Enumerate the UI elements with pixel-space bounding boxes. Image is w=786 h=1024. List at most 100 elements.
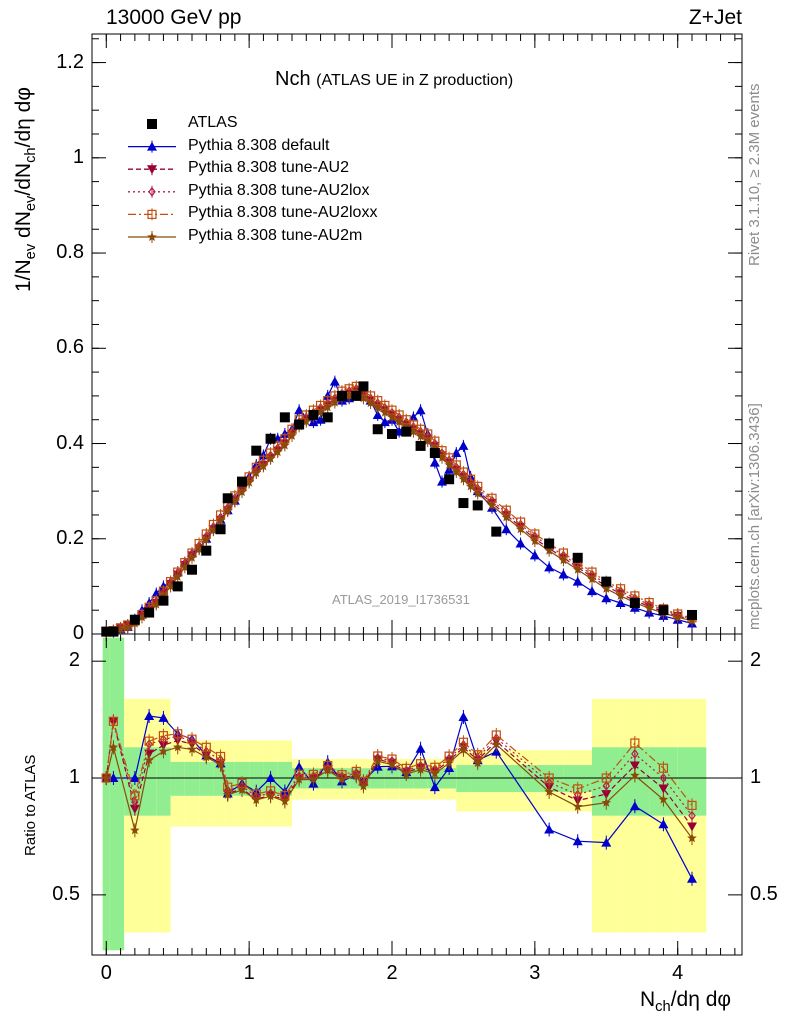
y-tick-label: 0.6 xyxy=(56,336,84,359)
legend-label-atlas: ATLAS xyxy=(188,114,238,131)
series-au2m-ratio-point xyxy=(658,794,669,804)
series-au2m-ratio-point xyxy=(223,789,233,799)
series-default-point xyxy=(544,562,555,572)
series-default-ratio-point xyxy=(544,824,555,834)
series-au2m-ratio-point xyxy=(351,771,361,781)
rivet-text: Rivet 3.1.10, ≥ 2.3M events xyxy=(746,83,763,267)
plot-title: Nch (ATLAS UE in Z production) xyxy=(275,68,513,91)
series-au2m-ratio-point xyxy=(108,742,119,752)
series-au2m-ratio-point xyxy=(308,774,319,784)
ratio-band-green xyxy=(224,761,235,796)
series-au2m-ratio-point xyxy=(687,833,697,843)
series-au2m-point xyxy=(237,487,247,497)
x-axis-label: Nch/dη dφ xyxy=(640,988,732,1016)
series-au2m-point xyxy=(458,474,469,484)
series-default-point xyxy=(615,598,626,608)
series-au2m-ratio-point xyxy=(373,756,383,766)
series-au2m-ratio-point xyxy=(630,770,640,780)
series-au2m-ratio-point xyxy=(444,758,454,768)
series-default-point xyxy=(458,440,469,450)
atlas-data-point xyxy=(387,429,397,439)
series-au2m-point xyxy=(115,624,126,634)
series-au2m-ratio-point xyxy=(601,797,611,807)
ratio-band-green xyxy=(487,765,523,793)
series-au2lox-ratio-point xyxy=(631,748,639,759)
series-au2m-point xyxy=(487,500,497,510)
series-au2m-point xyxy=(173,571,183,581)
y-tick-label: 0 xyxy=(72,622,84,644)
series-au2m-ratio-point xyxy=(101,773,111,783)
atlas-data-point xyxy=(144,607,155,618)
series-au2loxx-ratio-point xyxy=(630,738,640,748)
series-default-point xyxy=(572,576,583,586)
series-default-ratio-point xyxy=(415,743,426,753)
series-default-ratio-point xyxy=(658,819,669,829)
analysis-watermark: ATLAS_2019_I1736531 xyxy=(332,592,470,607)
y-axis-label-bottom: Ratio to ATLAS xyxy=(22,754,39,856)
series-au2m-point xyxy=(330,397,340,407)
series-default-ratio-point xyxy=(429,782,440,792)
series-au2loxx-ratio-point xyxy=(130,791,140,801)
series-au2m-point xyxy=(473,488,483,498)
atlas-data-point xyxy=(351,390,362,401)
series-default-point xyxy=(587,586,597,596)
series-au2m-point xyxy=(194,544,204,554)
series-au2m-ratio-point xyxy=(473,758,483,768)
series-default-point xyxy=(558,569,569,579)
series-au2m-point xyxy=(544,545,554,555)
series-au2-ratio-point xyxy=(129,804,140,814)
series-au2m-point xyxy=(373,402,383,412)
series-au2-ratio-point xyxy=(629,761,640,771)
series-au2m-ratio-point xyxy=(294,774,304,784)
atlas-data-point xyxy=(572,552,583,563)
series-au2m-point xyxy=(301,416,311,426)
series-default-point xyxy=(601,593,612,603)
atlas-data-point xyxy=(401,426,412,437)
legend-label-au2loxx: Pythia 8.308 tune-AU2loxx xyxy=(188,204,378,222)
series-au2m-ratio-point xyxy=(201,752,211,762)
legend-label-default: Pythia 8.308 default xyxy=(188,136,330,154)
legend-marker-au2m xyxy=(147,232,157,241)
atlas-data-point xyxy=(429,448,440,459)
series-au2m-ratio-point xyxy=(187,744,197,754)
series-au2m-point xyxy=(501,512,511,522)
series-au2m-ratio-point xyxy=(130,825,140,835)
atlas-data-point xyxy=(658,605,669,616)
series-au2m-point xyxy=(601,583,611,593)
x-tick-label: 3 xyxy=(529,962,541,984)
series-default-point xyxy=(515,538,526,548)
series-au2m-point xyxy=(187,552,197,562)
series-default-ratio-point xyxy=(108,773,119,783)
atlas-data-point xyxy=(472,500,483,511)
legend-label-au2lox: Pythia 8.308 tune-AU2lox xyxy=(188,181,370,199)
series-au2loxx-ratio-point xyxy=(687,800,697,811)
series-au2m-point xyxy=(251,468,261,478)
series-au2-ratio-point xyxy=(601,790,612,800)
mcplots-text: mcplots.cern.ch [arXiv:1306.3436] xyxy=(746,403,763,630)
series-au2m-point xyxy=(273,447,283,457)
atlas-data-point xyxy=(101,626,112,637)
atlas-data-point xyxy=(444,474,455,485)
atlas-data-point xyxy=(415,440,426,451)
series-default-point xyxy=(408,412,419,422)
header-left: 13000 GeV pp xyxy=(106,6,242,29)
series-default-point xyxy=(415,405,426,415)
legend-marker-au2lox xyxy=(148,186,156,197)
atlas-data-point xyxy=(265,433,276,444)
series-au2lox-ratio-point xyxy=(659,773,668,784)
series-default-ratio-point xyxy=(629,801,640,811)
series-au2m-ratio-point xyxy=(144,755,154,765)
series-au2m-point xyxy=(323,402,333,412)
series-au2m-ratio-point xyxy=(158,746,169,756)
series-au2m-point xyxy=(644,603,654,613)
header-right: Z+Jet xyxy=(688,6,742,29)
atlas-data-point xyxy=(222,493,233,504)
series-au2loxx-ratio-point xyxy=(173,729,183,739)
series-au2m-ratio-point xyxy=(265,791,276,801)
series-au2m-point xyxy=(587,574,597,584)
atlas-data-point xyxy=(108,626,119,637)
series-au2m-point xyxy=(151,599,161,609)
atlas-data-point xyxy=(458,498,469,509)
series-default-point xyxy=(379,417,390,427)
series-default-ratio-point xyxy=(144,711,155,721)
